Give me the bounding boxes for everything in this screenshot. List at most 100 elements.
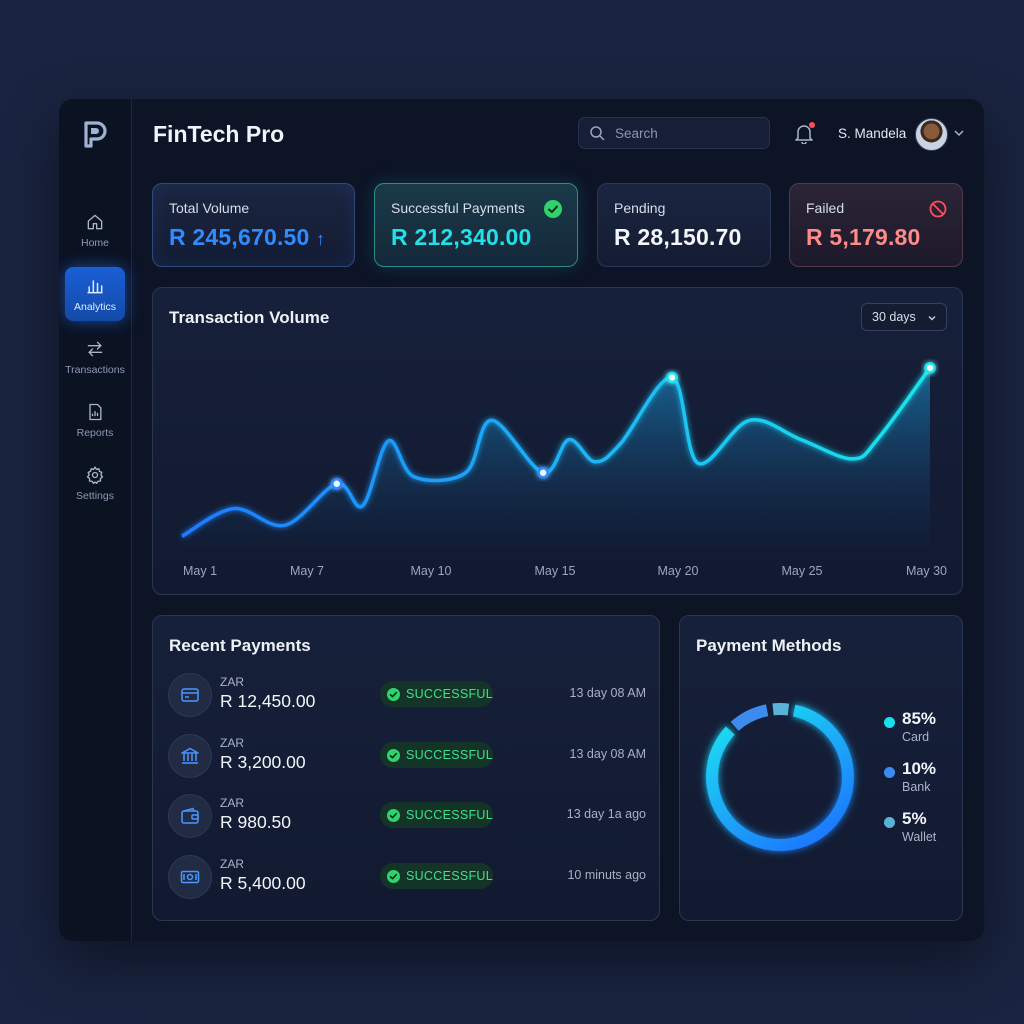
- transaction-volume-chart: May 1 May 7 May 10 May 15 May 20 May 25 May 30: [181, 362, 947, 578]
- status-text: SUCCESSFUL: [405, 687, 493, 701]
- sidebar-item-label: Reports: [76, 426, 114, 439]
- gear-icon: [86, 465, 104, 484]
- dashboard-window: Home Analytics Transactions Reports Sett…: [59, 99, 984, 941]
- payment-time: 13 day 08 AM: [569, 686, 646, 700]
- stat-label: Total Volume: [169, 200, 250, 216]
- x-tick-label: May 15: [535, 564, 576, 578]
- sidebar: Home Analytics Transactions Reports Sett…: [59, 99, 132, 941]
- payment-time: 13 day 1a ago: [566, 807, 646, 821]
- legend-label: Wallet: [902, 830, 937, 844]
- blocked-circle-icon: [929, 200, 947, 218]
- table-row[interactable]: ZAR R 12,450.00 SUCCESSFUL 13 day 08 AM: [168, 671, 646, 719]
- legend-label: Card: [902, 730, 930, 744]
- cash-icon: [180, 870, 200, 884]
- legend-percent: 5%: [902, 809, 927, 828]
- stat-value: R 212,340.00: [391, 224, 532, 250]
- series-area: [182, 367, 930, 550]
- x-tick-label: May 1: [183, 564, 217, 578]
- payment-amount: R 980.50: [220, 812, 292, 832]
- legend-dot: [884, 817, 895, 828]
- x-tick-label: May 7: [290, 564, 324, 578]
- sidebar-item-reports[interactable]: Reports: [65, 393, 125, 447]
- payment-methods-panel: Payment Methods 85% Card 10% Bank: [679, 615, 963, 921]
- check-circle-icon: [386, 687, 401, 701]
- search-box[interactable]: [578, 117, 770, 149]
- wallet-icon: [181, 807, 199, 824]
- notification-dot: [809, 122, 815, 128]
- stat-label: Successful Payments: [391, 200, 525, 216]
- payment-icon-badge: [168, 734, 212, 778]
- donut-segment-card[interactable]: [699, 696, 860, 857]
- payment-methods-donut: [699, 696, 860, 857]
- data-point[interactable]: [666, 371, 678, 384]
- sidebar-item-transactions[interactable]: Transactions: [65, 330, 125, 384]
- data-point[interactable]: [537, 466, 549, 479]
- payment-methods-title: Payment Methods: [696, 636, 842, 655]
- payment-time: 10 minuts ago: [567, 868, 646, 882]
- legend-dot: [884, 767, 895, 778]
- stat-value-text: R 245,670.50: [169, 224, 310, 250]
- stat-card-successful-payments[interactable]: Successful Payments R 212,340.00: [374, 183, 578, 267]
- x-tick-label: May 25: [782, 564, 823, 578]
- range-select[interactable]: 30 days: [861, 303, 947, 331]
- user-name[interactable]: S. Mandela: [838, 126, 907, 141]
- donut-segment-bank[interactable]: [699, 696, 860, 857]
- data-point[interactable]: [924, 362, 936, 374]
- transaction-volume-title: Transaction Volume: [169, 308, 330, 327]
- sidebar-item-label: Transactions: [65, 363, 125, 376]
- sidebar-item-home[interactable]: Home: [65, 203, 125, 257]
- table-row[interactable]: ZAR R 980.50 SUCCESSFUL 13 day 1a ago: [168, 792, 646, 840]
- payment-currency: ZAR: [220, 736, 244, 750]
- sidebar-item-analytics[interactable]: Analytics: [65, 267, 125, 321]
- payment-currency: ZAR: [220, 675, 244, 689]
- status-badge: SUCCESSFUL: [380, 863, 493, 889]
- status-badge: SUCCESSFUL: [380, 802, 493, 828]
- search-icon: [590, 126, 605, 141]
- search-input[interactable]: [613, 124, 757, 142]
- stat-value: R 5,179.80: [806, 224, 921, 250]
- status-text: SUCCESSFUL: [405, 748, 493, 762]
- sidebar-item-label: Settings: [76, 489, 114, 502]
- bank-icon: [181, 747, 199, 764]
- data-point[interactable]: [331, 478, 343, 490]
- stat-label: Pending: [614, 200, 666, 216]
- x-tick-label: May 20: [658, 564, 699, 578]
- check-circle-icon: [386, 869, 401, 883]
- trend-up-icon: ↑: [316, 229, 326, 249]
- recent-payments-panel: Recent Payments ZAR R 12,450.00 SUCCESSF…: [152, 615, 660, 921]
- chevron-down-icon[interactable]: [953, 127, 965, 139]
- status-text: SUCCESSFUL: [405, 869, 493, 883]
- table-row[interactable]: ZAR R 5,400.00 SUCCESSFUL 10 minuts ago: [168, 853, 646, 901]
- transaction-volume-panel: May 1 May 7 May 10 May 15 May 20 May 25 May 30…: [152, 287, 963, 595]
- app-title: FinTech Pro: [153, 121, 285, 147]
- legend-percent: 10%: [902, 759, 937, 778]
- status-badge: SUCCESSFUL: [380, 742, 493, 768]
- payment-time: 13 day 08 AM: [569, 747, 646, 761]
- sidebar-item-label: Home: [80, 236, 109, 249]
- payment-icon-badge: [168, 855, 212, 899]
- stat-card-pending[interactable]: Pending R 28,150.70: [597, 183, 771, 267]
- legend-label: Bank: [902, 780, 931, 794]
- stat-card-total-volume[interactable]: Total Volume R 245,670.50 ↑: [152, 183, 355, 267]
- range-select-value: 30 days: [872, 310, 916, 324]
- payment-icon-badge: [168, 794, 212, 838]
- check-circle-icon: [544, 200, 562, 218]
- avatar[interactable]: [915, 118, 948, 151]
- sidebar-item-label: Analytics: [73, 300, 116, 313]
- recent-payments-title: Recent Payments: [169, 636, 311, 655]
- sidebar-item-settings[interactable]: Settings: [65, 456, 125, 510]
- table-row[interactable]: ZAR R 3,200.00 SUCCESSFUL 13 day 08 AM: [168, 732, 646, 780]
- x-tick-label: May 30: [906, 564, 947, 578]
- check-circle-icon: [386, 748, 401, 762]
- payment-amount: R 3,200.00: [220, 752, 306, 772]
- stat-value: R 28,150.70: [614, 224, 742, 250]
- check-circle-icon: [386, 808, 401, 822]
- bar-chart-icon: [87, 279, 103, 293]
- bell-icon[interactable]: [794, 122, 814, 144]
- stat-card-failed[interactable]: Failed R 5,179.80: [789, 183, 963, 267]
- status-text: SUCCESSFUL: [405, 808, 493, 822]
- payment-amount: R 12,450.00: [220, 691, 316, 711]
- legend-dot: [884, 717, 895, 728]
- donut-segment-wallet[interactable]: [699, 696, 860, 857]
- stat-value: R 245,670.50 ↑: [169, 224, 338, 251]
